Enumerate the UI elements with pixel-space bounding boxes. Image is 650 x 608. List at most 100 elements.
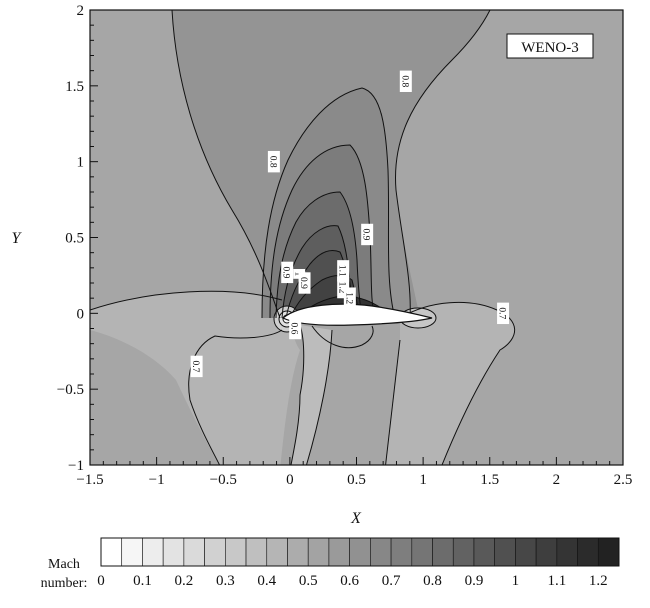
x-tick-label: 1: [419, 472, 427, 488]
colorbar-tick-label: 0.5: [299, 573, 318, 589]
colorbar-swatch: [266, 537, 288, 567]
colorbar-tick-label: 0.3: [216, 573, 235, 589]
x-tick-label: 2.5: [614, 472, 633, 488]
colorbar-swatch: [225, 537, 247, 567]
x-tick-label: −1.5: [76, 472, 103, 488]
x-axis: −1.5 −1 −0.5 0 0.5 1 1.5 2 2.5: [76, 457, 632, 488]
contour-label: 0.6: [289, 323, 299, 335]
colorbar-tick-label: 0.4: [257, 573, 276, 589]
colorbar-swatch: [494, 537, 516, 567]
colorbar-swatch: [390, 537, 413, 567]
colorbar-tick-label: 0.8: [423, 573, 442, 589]
scheme-annotation: WENO-3: [506, 33, 594, 59]
contour-labels: 0.80.80.90.9 10.91.11.21.20.70.70.6: [190, 70, 510, 378]
airfoil: [281, 303, 433, 326]
colorbar-tick-label: 0: [97, 573, 105, 589]
contour-label: 0.9: [298, 277, 308, 289]
colorbar-swatch: [411, 537, 433, 567]
colorbar-swatch: [142, 537, 164, 567]
colorbar-swatch: [328, 537, 350, 567]
y-tick-label: 1.5: [65, 79, 84, 95]
colorbar-swatch: [452, 537, 475, 567]
contour-line-0.7-right: [399, 302, 516, 465]
x-axis-label: X: [350, 510, 362, 527]
contour-label: 1.2: [337, 282, 347, 294]
y-tick-label: −1: [68, 458, 84, 474]
contour-label: 0.9: [361, 229, 371, 241]
contour-region-0.7-right: [385, 302, 515, 465]
colorbar-frame: [100, 537, 620, 567]
colorbar-swatch: [556, 537, 578, 567]
x-tick-label: −1: [149, 472, 165, 488]
contour-label: 0.9: [281, 266, 291, 278]
contour-line-0.9: [269, 144, 376, 319]
contour-label-bg: [289, 317, 302, 340]
contour-line-0.85: [261, 87, 396, 319]
colorbar-tick-label: 0.1: [133, 573, 152, 589]
colorbar-tick-label: 1.1: [547, 573, 566, 589]
y-tick-label: 1: [77, 155, 85, 171]
colorbar-tick-label: 0.7: [382, 573, 401, 589]
colorbar-tick-label: 0.9: [465, 573, 484, 589]
y-tick-label: −0.5: [57, 382, 84, 398]
contour-label-bg: [399, 70, 412, 92]
y-tick-label: 2: [77, 3, 85, 19]
colorbar-swatch: [577, 537, 599, 567]
colorbar-swatch: [121, 537, 143, 567]
colorbar-tick-label: 0.2: [175, 573, 194, 589]
colorbar-swatch: [287, 537, 309, 567]
x-tick-label: 0: [286, 472, 294, 488]
contour-label-bg: [281, 261, 294, 284]
contour-region-0.65-mid: [290, 325, 332, 465]
contour-label: 0.8: [267, 156, 277, 168]
contour-fills: [90, 10, 623, 465]
contour-line-mid-lower: [311, 325, 374, 349]
colorbar-title-line1: Mach: [48, 557, 80, 572]
y-tick-label: 0.5: [65, 231, 84, 247]
colorbar-swatch: [597, 537, 620, 567]
contour-label-bg: [190, 355, 203, 378]
plot-area: 0.80.80.90.9 10.91.11.21.20.70.70.6 WENO-…: [89, 9, 624, 466]
contour-region-0.7-left: [90, 291, 300, 465]
colorbar-swatch: [473, 537, 495, 567]
y-axis: −1 −0.5 0 0.5 1 1.5 2: [57, 3, 98, 474]
contour-label-bg: [337, 260, 350, 282]
contour-label: 1: [293, 272, 303, 277]
colorbar: 0 0.1 0.2 0.3 0.4 0.5 0.6 0.7 0.8 0.9 1 1.1 1.2: [97, 537, 620, 589]
colorbar-swatch: [162, 537, 185, 567]
contour-label-bg: [361, 223, 374, 246]
colorbar-swatch: [183, 537, 205, 567]
colorbar-swatch: [535, 537, 558, 567]
contour-label-bg: [497, 302, 510, 325]
contour-label: 0.8: [399, 75, 409, 87]
x-tick-label: 2: [553, 472, 561, 488]
colorbar-tick-label: 1.2: [589, 573, 608, 589]
y-tick-label: 0: [77, 306, 85, 322]
colorbar-tick-label: 0.6: [340, 573, 359, 589]
contour-line-0.7-left: [90, 290, 283, 311]
colorbar-swatch: [307, 537, 330, 567]
contour-line-0.8-outer-right: [395, 10, 491, 319]
x-tick-label: 1.5: [480, 472, 499, 488]
contour-label: 0.7: [497, 307, 507, 319]
contour-label: 0.7: [190, 360, 200, 372]
y-axis-label: Y: [12, 230, 23, 247]
scheme-annotation-box: [506, 33, 594, 59]
contour-line-0.8-outer: [171, 10, 281, 319]
x-tick-label: 0.5: [347, 472, 366, 488]
colorbar-swatch: [432, 537, 454, 567]
contour-line-0.95: [275, 191, 363, 319]
contour-label: 1.2: [343, 292, 353, 304]
scheme-annotation-text: WENO-3: [521, 40, 578, 56]
contour-label: 1.1: [337, 265, 347, 277]
colorbar-title-line2: number:: [41, 576, 88, 591]
colorbar-swatch: [204, 537, 226, 567]
x-tick-label: −0.5: [210, 472, 237, 488]
colorbar-swatch: [515, 537, 537, 567]
colorbar-swatch: [245, 537, 268, 567]
colorbar-swatch: [370, 537, 392, 567]
colorbar-swatch: [100, 537, 123, 567]
contour-line-0.65: [290, 324, 305, 465]
colorbar-swatch: [349, 537, 371, 567]
